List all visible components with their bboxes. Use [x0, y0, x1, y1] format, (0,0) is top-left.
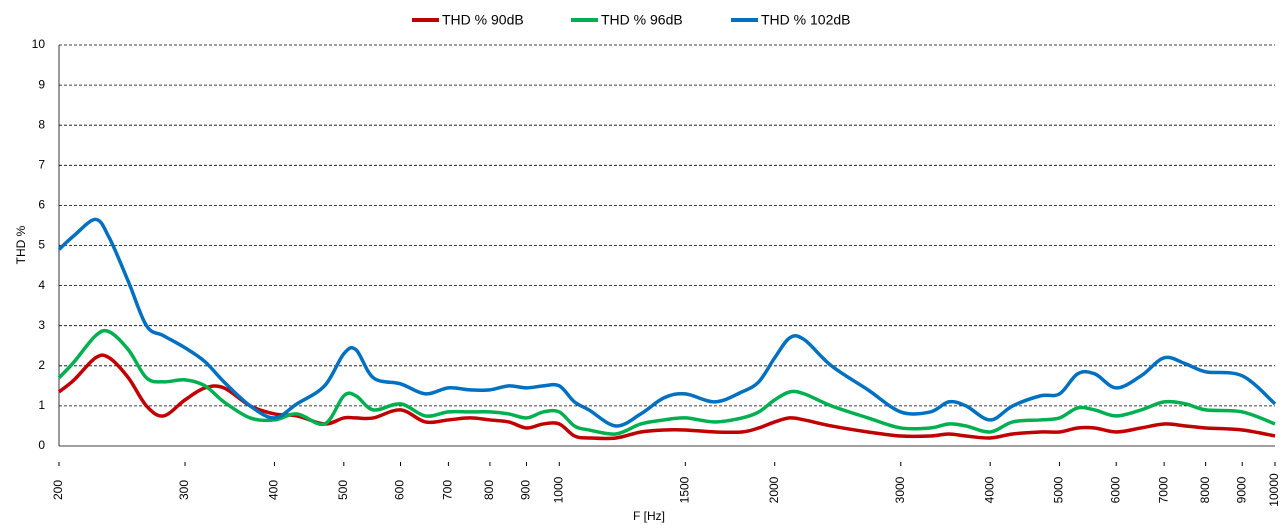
x-tick-label: 200 — [51, 480, 65, 500]
y-tick-label: 9 — [38, 77, 45, 91]
y-tick-label: 1 — [38, 398, 45, 412]
y-tick-label: 0 — [38, 438, 45, 452]
x-tick-label: 8000 — [1198, 476, 1212, 503]
x-tick-label: 400 — [267, 480, 281, 500]
x-tick-label: 10000 — [1267, 473, 1281, 507]
x-tick-label: 1000 — [551, 476, 565, 503]
y-tick-label: 2 — [38, 358, 45, 372]
legend-label: THD % 102dB — [761, 12, 850, 28]
y-tick-label: 4 — [38, 278, 45, 292]
legend-label: THD % 96dB — [601, 12, 683, 28]
y-tick-label: 5 — [38, 238, 45, 252]
x-tick-label: 500 — [336, 480, 350, 500]
y-tick-label: 3 — [38, 318, 45, 332]
x-tick-label: 2000 — [767, 476, 781, 503]
x-tick-label: 900 — [519, 480, 533, 500]
line-series — [57, 217, 1277, 428]
y-tick-label: 10 — [32, 37, 46, 51]
x-tick-label: 5000 — [1052, 476, 1066, 503]
x-tick-label: 1500 — [677, 476, 691, 503]
legend-label: THD % 90dB — [442, 12, 524, 28]
x-tick-label: 600 — [393, 480, 407, 500]
line-series — [57, 328, 1276, 436]
x-tick-label: 4000 — [982, 476, 996, 503]
line-series — [57, 353, 1276, 441]
x-tick-label: 9000 — [1234, 476, 1248, 503]
y-axis-label: THD % — [14, 225, 28, 264]
x-tick-label: 800 — [482, 480, 496, 500]
x-tick-label: 3000 — [893, 476, 907, 503]
x-tick-label: 6000 — [1108, 476, 1122, 503]
x-tick-label: 300 — [177, 480, 191, 500]
y-tick-label: 6 — [38, 198, 45, 212]
y-tick-label: 7 — [38, 157, 45, 171]
x-tick-label: 7000 — [1156, 476, 1170, 503]
x-tick-label: 700 — [441, 480, 455, 500]
x-axis-label: F [Hz] — [633, 509, 665, 523]
y-tick-label: 8 — [38, 117, 45, 131]
